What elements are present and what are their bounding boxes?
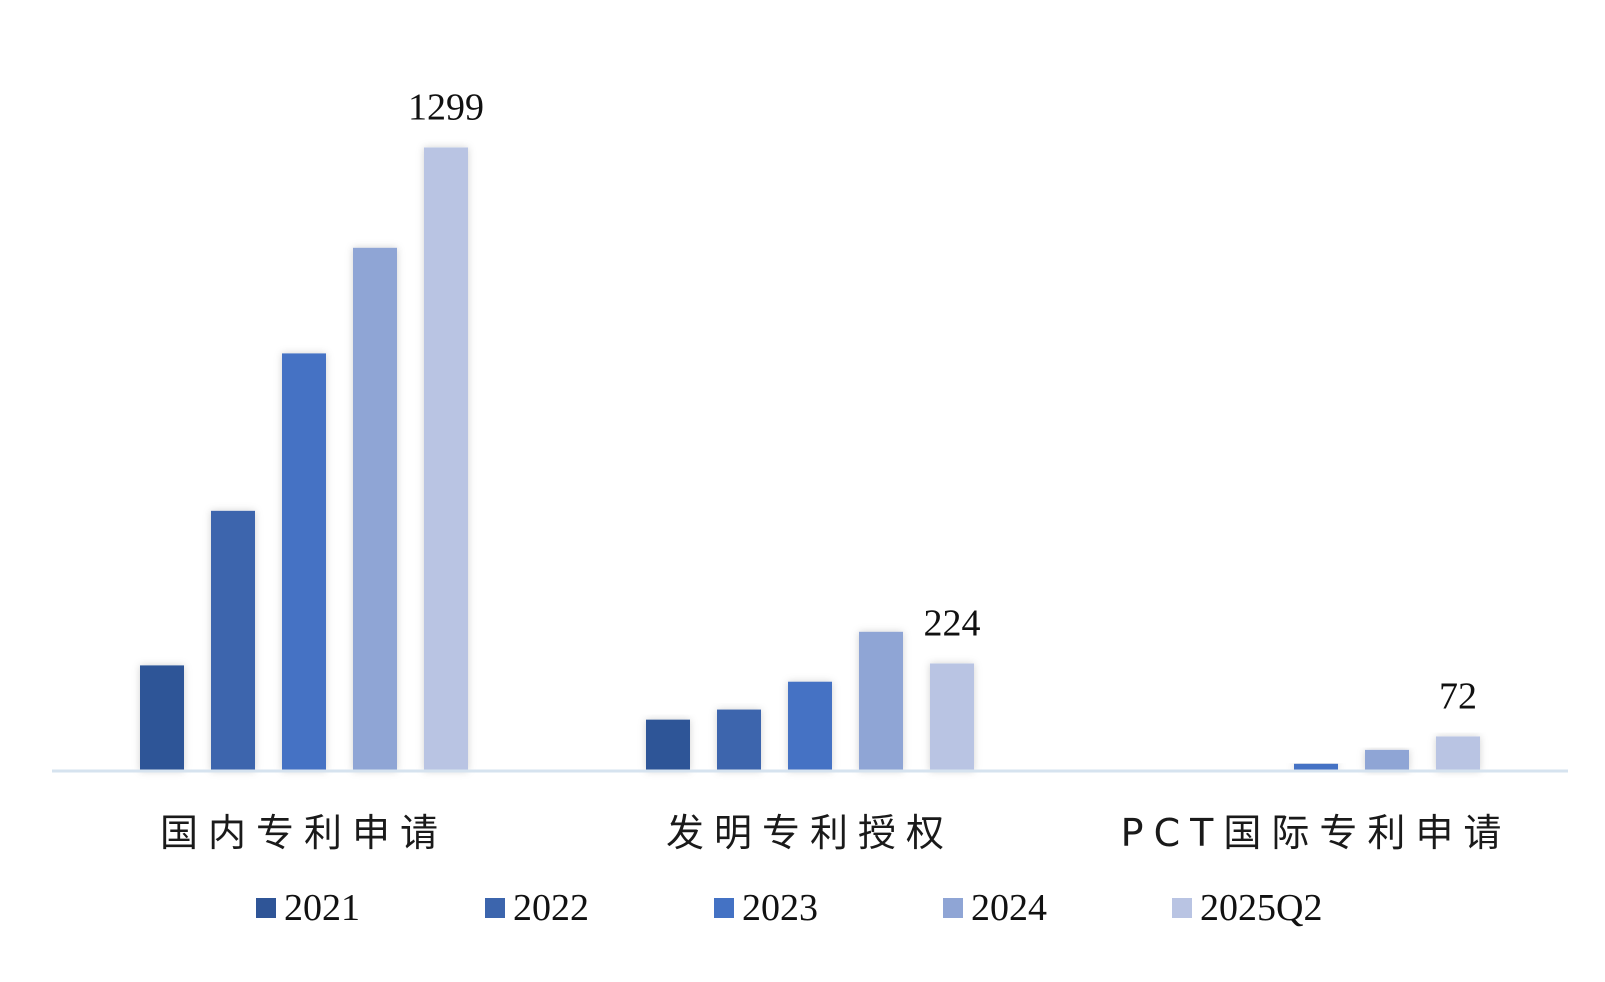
- legend-label: 2023: [742, 887, 818, 929]
- legend-swatch: [1172, 898, 1192, 918]
- bar-2025Q2-1: [930, 663, 974, 771]
- bar-2025Q2-2: [1436, 736, 1480, 771]
- bar-2022-1: [717, 709, 761, 771]
- legend-swatch: [943, 898, 963, 918]
- bar-2023-0: [282, 353, 326, 771]
- data-label: 224: [924, 602, 981, 644]
- bars-layer: [140, 147, 1480, 772]
- bar-2024-0: [353, 247, 397, 772]
- bar-2025Q2-0: [424, 147, 468, 772]
- legend: 2021 2022 2023 2024 2025Q2: [0, 878, 1605, 938]
- legend-swatch: [714, 898, 734, 918]
- bar-chart-svg: 1299 224 72 国内专利申请 发明专利授权 PCT国际专利申请: [52, 86, 1568, 855]
- legend-label: 2022: [513, 887, 589, 929]
- legend-swatch: [485, 898, 505, 918]
- data-labels-layer: 1299 224 72: [408, 86, 1477, 717]
- bar-2021-0: [140, 665, 184, 771]
- legend-item: 2021: [256, 878, 360, 938]
- legend-label: 2021: [284, 887, 360, 929]
- category-label: 国内专利申请: [160, 811, 448, 855]
- data-label: 1299: [408, 86, 484, 128]
- legend-label: 2025Q2: [1200, 887, 1323, 929]
- category-labels-layer: 国内专利申请 发明专利授权 PCT国际专利申请: [160, 811, 1512, 855]
- legend-item: 2022: [485, 878, 589, 938]
- bar-2023-1: [788, 681, 832, 771]
- bar-2022-0: [211, 510, 255, 771]
- bar-2023-2: [1294, 763, 1338, 771]
- legend-item: 2023: [714, 878, 818, 938]
- legend-label: 2024: [971, 887, 1047, 929]
- data-label: 72: [1439, 675, 1477, 717]
- bar-2024-2: [1365, 749, 1409, 771]
- category-label: 发明专利授权: [666, 811, 954, 855]
- legend-item: 2024: [943, 878, 1047, 938]
- bar-2024-1: [859, 631, 903, 771]
- bar-2021-1: [646, 719, 690, 771]
- legend-swatch: [256, 898, 276, 918]
- legend-item: 2025Q2: [1172, 878, 1322, 938]
- category-label: PCT国际专利申请: [1121, 811, 1512, 855]
